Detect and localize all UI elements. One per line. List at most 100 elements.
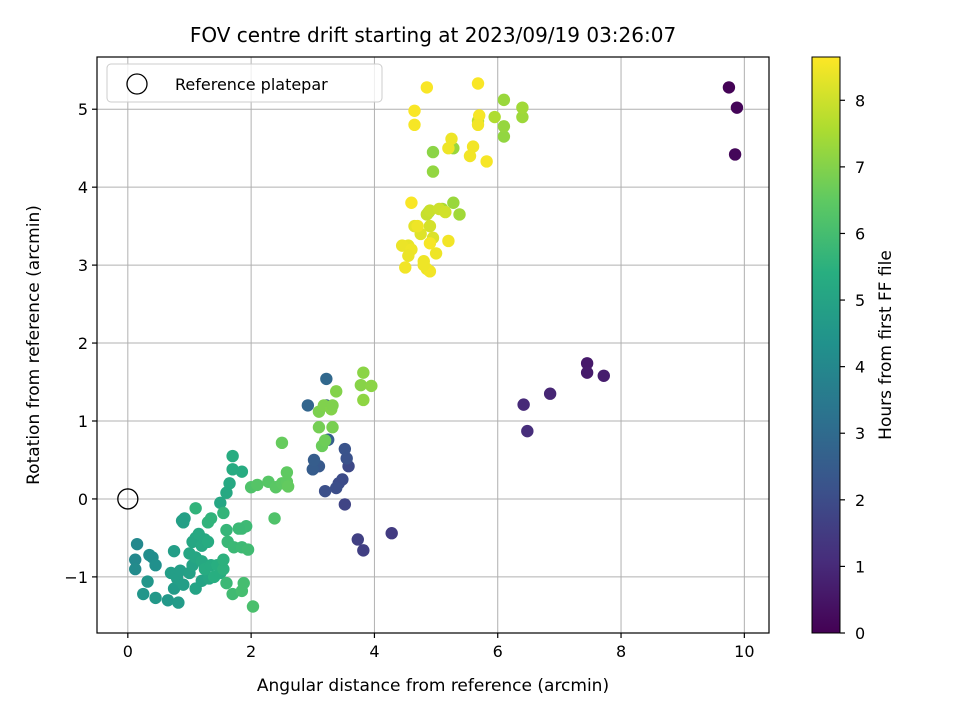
y-tick-label: 0 (78, 490, 88, 509)
scatter-point (338, 442, 352, 456)
x-axis-label: Angular distance from reference (arcmin) (257, 676, 609, 696)
legend-box (106, 63, 383, 103)
y-tick-label: 5 (78, 100, 88, 119)
scatter-point (175, 514, 189, 527)
scatter-point (728, 148, 742, 161)
scatter-point (445, 132, 458, 146)
scatter-point (473, 109, 486, 122)
x-axis-ticks: 0 2 4 6 8 10 (123, 633, 755, 661)
y-tick-label: 1 (78, 412, 88, 431)
scatter-point (149, 591, 162, 605)
scatter-point (130, 537, 144, 551)
scatter-point (488, 110, 501, 124)
scatter-point (223, 477, 236, 490)
scatter-point (306, 463, 319, 476)
scatter-point (241, 543, 255, 556)
scatter-point (399, 261, 412, 274)
scatter-point (408, 104, 421, 117)
scatter-point (320, 372, 333, 386)
scatter-point (226, 449, 239, 463)
x-tick-label: 10 (734, 642, 754, 661)
colorbar-tick-label: 1 (855, 557, 865, 576)
scatter-point (167, 544, 181, 558)
scatter-point (442, 141, 455, 155)
scatter-point (408, 118, 421, 132)
scatter-point (442, 234, 455, 248)
scatter-point (521, 424, 534, 438)
scatter-point (426, 165, 440, 178)
scatter-point (246, 600, 260, 613)
scatter-point (597, 369, 610, 382)
scatter-point (517, 398, 530, 411)
scatter-point (429, 247, 443, 260)
scatter-point (307, 453, 321, 467)
legend-label-reference: Reference platepar (175, 75, 328, 94)
scatter-point (217, 506, 230, 520)
scatter-point (423, 219, 437, 233)
scatter-point (189, 502, 202, 515)
scatter-point (405, 196, 418, 209)
scatter-point (402, 249, 415, 262)
y-tick-label: 3 (78, 256, 88, 275)
scatter-point (357, 393, 370, 407)
scatter-point (417, 258, 430, 272)
colorbar-tick-label: 4 (855, 358, 865, 377)
scatter-points (117, 77, 744, 613)
scatter-point (201, 516, 215, 529)
scatter-point (161, 594, 175, 607)
scatter-point (357, 544, 370, 557)
colorbar-label: Hours from first FF file (876, 250, 896, 440)
colorbar-tick-label: 3 (855, 424, 865, 443)
colorbar-tick-label: 2 (855, 491, 865, 510)
scatter-point (365, 379, 378, 393)
scatter-point (466, 140, 480, 153)
scatter-point (330, 385, 343, 398)
scatter-point (580, 366, 594, 379)
colorbar-tick-label: 8 (855, 91, 865, 110)
scatter-point (129, 562, 142, 576)
plot-frame (96, 56, 770, 634)
scatter-point (137, 587, 150, 601)
scatter-point (354, 378, 368, 392)
scatter-point (351, 533, 364, 546)
scatter-point (516, 101, 529, 114)
scatter-point (497, 93, 511, 107)
plot-axes (96, 56, 770, 634)
x-tick-label: 0 (123, 642, 133, 661)
scatter-point (338, 498, 352, 511)
scatter-point (232, 522, 245, 535)
scatter-point (497, 130, 511, 143)
scatter-point (217, 553, 230, 566)
colorbar-ticks: 0 1 2 3 4 5 6 7 8 (840, 91, 865, 643)
x-tick-label: 8 (616, 642, 626, 661)
scatter-point (471, 77, 485, 90)
legend-marker-reference (126, 73, 148, 95)
scatter-point (172, 596, 185, 609)
y-axis-label: Rotation from reference (arcmin) (24, 205, 44, 485)
colorbar-tick-label: 6 (855, 224, 865, 243)
scatter-point (220, 576, 233, 590)
scatter-point (385, 527, 398, 540)
scatter-point (543, 387, 557, 400)
scatter-point (312, 421, 326, 434)
scatter-point (330, 481, 343, 495)
scatter-point (237, 576, 250, 590)
scatter-point (251, 478, 264, 492)
chart-title: FOV centre drift starting at 2023/09/19 … (190, 23, 676, 47)
scatter-point (214, 496, 227, 510)
scatter-point (220, 523, 233, 537)
scatter-point (439, 205, 452, 219)
scatter-point (357, 366, 370, 379)
scatter-point (318, 434, 332, 447)
scatter-point (268, 512, 281, 525)
scatter-point (301, 399, 315, 412)
scatter-point (129, 553, 142, 566)
colorbar-gradient (811, 56, 841, 634)
grid-lines (97, 57, 769, 633)
scatter-point (411, 219, 424, 233)
scatter-point (318, 484, 332, 498)
scatter-point (580, 357, 594, 370)
scatter-point (497, 120, 511, 133)
scatter-point (149, 558, 162, 572)
